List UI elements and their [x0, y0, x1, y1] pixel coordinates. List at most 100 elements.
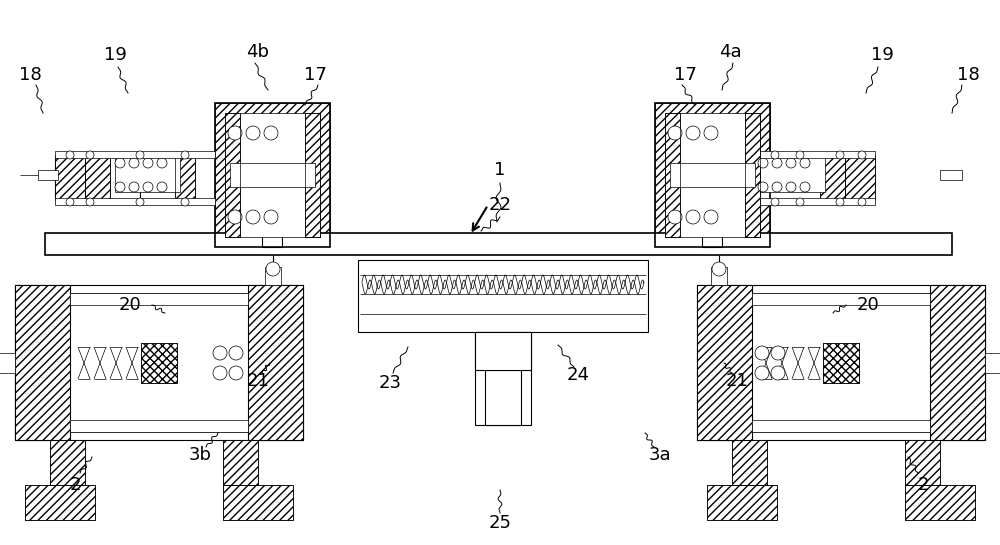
Circle shape	[758, 158, 768, 168]
Bar	[38, 170, 58, 180]
Bar	[905, 440, 940, 485]
Circle shape	[800, 182, 810, 192]
Bar	[670, 163, 755, 187]
Bar	[905, 485, 975, 520]
Circle shape	[858, 151, 866, 159]
Text: 24: 24	[566, 366, 590, 384]
Circle shape	[66, 198, 74, 206]
Circle shape	[712, 262, 726, 276]
Bar	[25, 485, 95, 520]
Circle shape	[129, 158, 139, 168]
Bar	[141, 343, 177, 383]
Circle shape	[86, 198, 94, 206]
Circle shape	[858, 198, 866, 206]
Bar	[820, 155, 845, 200]
Circle shape	[115, 182, 125, 192]
Bar	[55, 155, 140, 200]
Bar	[175, 155, 195, 200]
Text: 23: 23	[378, 374, 402, 392]
Text: 2: 2	[69, 476, 81, 494]
Bar	[85, 155, 110, 200]
Text: 3a: 3a	[649, 446, 671, 464]
Text: 19: 19	[871, 46, 893, 64]
Circle shape	[157, 182, 167, 192]
Circle shape	[786, 158, 796, 168]
Bar	[225, 113, 240, 237]
Circle shape	[771, 346, 785, 360]
Bar	[50, 440, 85, 485]
Bar	[930, 285, 985, 440]
Circle shape	[772, 158, 782, 168]
Bar	[823, 343, 859, 383]
Circle shape	[686, 126, 700, 140]
Text: 21: 21	[726, 372, 748, 390]
Bar	[823, 343, 859, 383]
Bar	[215, 103, 330, 247]
Circle shape	[796, 198, 804, 206]
Circle shape	[771, 366, 785, 380]
Text: 19: 19	[104, 46, 126, 64]
Bar	[265, 267, 281, 285]
Circle shape	[157, 158, 167, 168]
Bar	[745, 113, 760, 237]
Bar	[655, 103, 770, 247]
Bar	[711, 267, 727, 285]
Bar	[905, 440, 940, 485]
Circle shape	[786, 182, 796, 192]
Text: 25: 25	[488, 514, 512, 532]
Bar	[70, 420, 248, 432]
Bar	[225, 113, 240, 237]
Circle shape	[213, 366, 227, 380]
Circle shape	[136, 198, 144, 206]
Bar	[85, 155, 110, 200]
Bar	[905, 485, 975, 520]
Bar	[223, 485, 293, 520]
Bar	[25, 485, 95, 520]
Circle shape	[66, 151, 74, 159]
Bar	[55, 151, 215, 158]
Circle shape	[686, 210, 700, 224]
Text: 18: 18	[19, 66, 41, 84]
Bar	[697, 285, 752, 440]
Bar	[70, 293, 248, 305]
Bar	[760, 157, 825, 192]
Text: 22: 22	[488, 196, 512, 214]
Bar	[940, 170, 962, 180]
Bar	[55, 155, 85, 200]
Bar	[223, 440, 258, 485]
Circle shape	[136, 151, 144, 159]
Bar	[55, 155, 85, 200]
Circle shape	[772, 182, 782, 192]
Circle shape	[836, 198, 844, 206]
Circle shape	[668, 210, 682, 224]
Circle shape	[229, 346, 243, 360]
Circle shape	[836, 151, 844, 159]
Bar	[752, 420, 930, 432]
Circle shape	[115, 158, 125, 168]
Text: 21: 21	[247, 372, 269, 390]
Bar	[732, 440, 767, 485]
Bar	[707, 485, 777, 520]
Bar	[115, 157, 180, 192]
Circle shape	[755, 366, 769, 380]
Circle shape	[181, 151, 189, 159]
Circle shape	[771, 151, 779, 159]
Circle shape	[228, 210, 242, 224]
Bar	[752, 293, 930, 305]
Text: 20: 20	[857, 296, 879, 314]
Circle shape	[266, 262, 280, 276]
Text: 3b: 3b	[189, 446, 212, 464]
Circle shape	[758, 182, 768, 192]
Bar	[845, 155, 875, 200]
Bar	[475, 332, 531, 370]
Bar	[707, 485, 777, 520]
Circle shape	[755, 346, 769, 360]
Bar	[702, 233, 722, 247]
Bar	[820, 155, 845, 200]
Text: 17: 17	[304, 66, 326, 84]
Circle shape	[704, 210, 718, 224]
Circle shape	[228, 126, 242, 140]
Bar	[745, 113, 760, 237]
Circle shape	[246, 210, 260, 224]
Bar	[141, 343, 177, 383]
